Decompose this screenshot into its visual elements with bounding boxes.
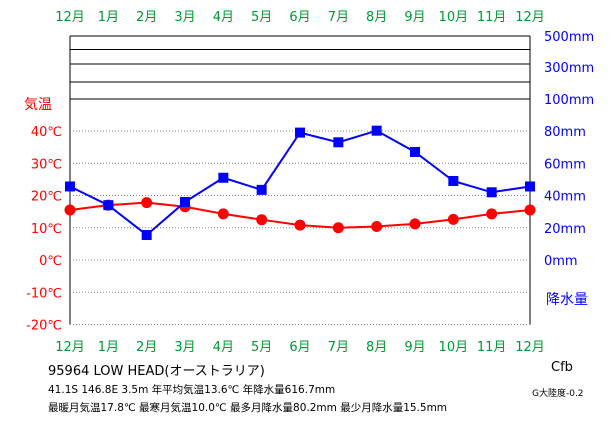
month-label-bottom: 2月 — [136, 340, 157, 355]
month-label-top: 1月 — [98, 10, 119, 25]
month-label-top: 4月 — [213, 10, 234, 25]
precipitation-tick-label: 20mm — [544, 222, 586, 237]
precipitation-tick-label: 500mm — [544, 30, 594, 45]
temperature-point — [447, 213, 459, 225]
station-title: 95964 LOW HEAD(オーストラリア) — [48, 364, 265, 379]
month-label-bottom: 11月 — [477, 340, 507, 355]
month-label-bottom: 12月 — [515, 340, 545, 355]
month-label-top: 3月 — [174, 10, 195, 25]
temperature-point — [486, 208, 498, 220]
month-label-top: 12月 — [515, 10, 545, 25]
temperature-tick-label: 30℃ — [31, 157, 62, 172]
month-label-top: 5月 — [251, 10, 272, 25]
precipitation-point — [295, 127, 305, 138]
precipitation-point — [448, 175, 459, 186]
station-info-line2: 最暖月気温17.8℃ 最寒月気温10.0℃ 最多月降水量80.2mm 最少月降水… — [48, 402, 448, 414]
temperature-point — [217, 208, 229, 220]
continentality-label: G大陸度-0.2 — [532, 389, 584, 399]
precipitation-point — [218, 172, 229, 183]
precipitation-line — [69, 129, 531, 237]
station-info-line1: 41.1S 146.8E 3.5m 年平均気温13.6℃ 年降水量616.7mm — [48, 384, 336, 396]
temperature-tick-label: -20℃ — [26, 319, 62, 334]
month-label-top: 11月 — [477, 10, 507, 25]
month-label-bottom: 5月 — [251, 340, 272, 355]
temperature-tick-label: 20℃ — [31, 190, 62, 205]
koppen-climate-label: Cfb — [551, 360, 573, 375]
temperature-point — [141, 197, 153, 209]
month-label-bottom: 4月 — [213, 340, 234, 355]
precipitation-tick-label: 100mm — [544, 93, 594, 108]
month-label-bottom: 3月 — [174, 340, 195, 355]
temperature-tick-label: 10℃ — [31, 222, 62, 237]
precipitation-axis-ticks: 500mm 300mm 100mm 80mm 60mm 40mm 20mm 0mm — [544, 30, 594, 269]
temperature-point — [332, 222, 344, 234]
month-label-top: 6月 — [289, 10, 310, 25]
temperature-tick-label: 40℃ — [31, 125, 62, 140]
month-label-top: 10月 — [439, 10, 469, 25]
precipitation-point — [103, 200, 114, 211]
temperature-point — [256, 214, 268, 226]
month-label-top: 7月 — [328, 10, 349, 25]
month-label-top: 8月 — [366, 10, 387, 25]
month-label-bottom: 7月 — [328, 340, 349, 355]
top-month-labels: 12月 1月 2月 3月 4月 5月 6月 7月 8月 9月 10月 11月 12月 — [55, 10, 545, 25]
temperature-point — [524, 204, 536, 216]
temperature-point — [294, 219, 306, 231]
precipitation-point — [410, 146, 420, 157]
month-label-top: 12月 — [55, 10, 85, 25]
month-label-top: 2月 — [136, 10, 157, 25]
temperature-point — [371, 220, 383, 232]
bottom-month-labels: 12月 1月 2月 3月 4月 5月 6月 7月 8月 9月 10月 11月 12月 — [55, 340, 545, 355]
temperature-axis-ticks: 40℃ 30℃ 20℃ 10℃ 0℃ -10℃ -20℃ — [26, 125, 62, 334]
precipitation-point — [486, 187, 497, 198]
precipitation-tick-label: 60mm — [544, 157, 586, 172]
month-label-top: 9月 — [404, 10, 425, 25]
precipitation-point — [256, 184, 267, 195]
temperature-axis-label: 気温 — [24, 97, 52, 113]
series-layer — [64, 125, 536, 241]
month-label-bottom: 9月 — [404, 340, 425, 355]
month-label-bottom: 12月 — [55, 340, 85, 355]
precipitation-point — [371, 125, 382, 136]
month-label-bottom: 1月 — [98, 340, 119, 355]
precipitation-tick-label: 40mm — [544, 190, 586, 205]
precipitation-tick-label: 0mm — [544, 254, 578, 269]
month-label-bottom: 6月 — [289, 340, 310, 355]
precipitation-tick-label: 300mm — [544, 61, 594, 76]
precipitation-point — [180, 196, 190, 207]
temperature-point — [409, 218, 421, 230]
precipitation-axis-label: 降水量 — [546, 292, 588, 308]
precipitation-point — [65, 181, 75, 192]
precipitation-point — [333, 137, 344, 148]
precipitation-point — [141, 230, 152, 241]
precipitation-point — [525, 181, 535, 192]
temperature-tick-label: 0℃ — [39, 254, 62, 269]
temperature-point — [64, 204, 76, 216]
chart-grid — [69, 35, 531, 325]
precipitation-tick-label: 80mm — [544, 125, 586, 140]
month-label-bottom: 10月 — [439, 340, 469, 355]
temperature-tick-label: -10℃ — [26, 286, 62, 301]
month-label-bottom: 8月 — [366, 340, 387, 355]
